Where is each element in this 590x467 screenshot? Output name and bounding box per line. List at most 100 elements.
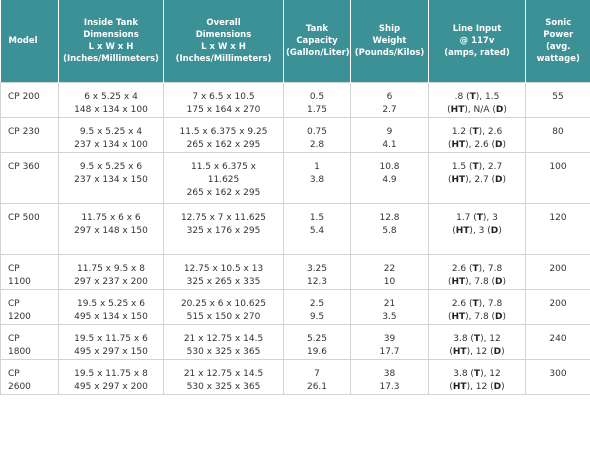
sonic-power-cell: 55 (525, 82, 590, 118)
header-line: Inside Tank (83, 18, 139, 28)
capacity-cell: 1.5 5.4 (283, 203, 351, 255)
cell-value: 3.5 (382, 312, 397, 322)
cell-value: 17.7 (379, 347, 400, 357)
cell-value: 6 x 5.25 x 4 (84, 92, 138, 102)
overall-dimensions-cell: 7 x 6.5 x 10.5 175 x 164 x 270 (163, 82, 284, 118)
header-line: (Pounds/Kilos) (354, 48, 425, 58)
sonic-power-cell: 100 (525, 152, 590, 204)
inside-dimensions-cell: 11.75 x 9.5 x 8 297 x 237 x 200 (58, 254, 164, 290)
cell-value: 11.5 x 6.375 x 9.25 (179, 127, 268, 137)
line-input-primary: .8 (T), 1.5 (454, 92, 500, 102)
capacity-cell: 1 3.8 (283, 152, 351, 204)
line-input-cell: 2.6 (T), 7.8 (HT), 7.8 (D) (428, 254, 526, 290)
cell-value: 495 x 297 x 200 (74, 382, 148, 392)
cell-value: 7 x 6.5 x 10.5 (192, 92, 255, 102)
code-ht: HT (452, 347, 467, 357)
cell-value: 9.5 x 5.25 x 4 (79, 127, 143, 137)
code-t: T (472, 264, 479, 274)
code-d: D (495, 312, 503, 322)
overall-dimensions-cell: 21 x 12.75 x 14.5 530 x 325 x 365 (163, 324, 284, 360)
code-d: D (493, 382, 502, 392)
cell-value: 2.5 (309, 299, 325, 309)
header-weight: Ship Weight (Pounds/Kilos) (350, 0, 429, 83)
cell-value: 38 (383, 369, 396, 379)
header-line: Power (543, 30, 574, 40)
capacity-cell: 0.5 1.75 (283, 82, 351, 118)
cell-value: 39 (383, 334, 396, 344)
header-line: Overall (206, 18, 241, 28)
header-row: Model Inside Tank Dimensions L x W x H (Inch… (0, 0, 590, 83)
weight-cell: 9 4.1 (350, 117, 429, 153)
header-line: @ 117v (459, 36, 495, 46)
overall-dimensions-cell: 12.75 x 7 x 11.625 325 x 176 x 295 (163, 203, 284, 255)
inside-dimensions-cell: 9.5 x 5.25 x 6 237 x 134 x 150 (58, 152, 164, 204)
model-cell: CP 500 (0, 203, 59, 255)
header-line: Model (8, 36, 38, 46)
sonic-power-cell: 120 (525, 203, 590, 255)
overall-dimensions-cell: 11.5 x 6.375 x 9.25 265 x 162 x 295 (163, 117, 284, 153)
table-row: CP 1800 19.5 x 11.75 x 6 495 x 297 x 150 21 … (0, 324, 590, 360)
code-t: T (473, 334, 481, 344)
header-inside-tank: Inside Tank Dimensions L x W x H (Inches/Mi… (58, 0, 164, 83)
header-line: L x W x H (201, 42, 246, 52)
line-input-primary: 2.6 (T), 7.8 (451, 299, 503, 309)
header-line: (amps, rated) (444, 48, 510, 58)
header-line: wattage) (536, 54, 580, 64)
inside-dimensions-cell: 19.5 x 5.25 x 6 495 x 134 x 150 (58, 289, 164, 325)
line-input-secondary: (HT), N/A (D) (447, 105, 507, 115)
model-name: CP (8, 334, 20, 344)
header-line: (Inches/Millimeters) (63, 54, 159, 64)
weight-cell: 12.8 5.8 (350, 203, 429, 255)
header-line: Line Input (452, 24, 502, 34)
header-line: Weight (372, 36, 407, 46)
model-name: CP (8, 299, 20, 309)
line-input-secondary: (HT), 7.8 (D) (447, 277, 507, 287)
cell-value: 237 x 134 x 100 (74, 140, 148, 150)
code-ht: HT (451, 140, 466, 150)
model-cell: CP 1100 (0, 254, 59, 290)
inside-dimensions-cell: 6 x 5.25 x 4 148 x 134 x 100 (58, 82, 164, 118)
line-input-primary: 1.5 (T), 2.7 (451, 162, 503, 172)
cell-value: 11.625 (207, 175, 240, 185)
cell-value: 12.8 (379, 213, 400, 223)
line-input-secondary: (HT), 2.6 (D) (447, 140, 507, 150)
weight-cell: 39 17.7 (350, 324, 429, 360)
line-input-secondary: (HT), 7.8 (D) (447, 312, 507, 322)
table-row: CP 360 9.5 x 5.25 x 6 237 x 134 x 150 11.5 … (0, 152, 590, 204)
code-t: T (472, 299, 479, 309)
line-input-cell: 3.8 (T), 12 (HT), 12 (D) (428, 324, 526, 360)
overall-dimensions-cell: 12.75 x 10.5 x 13 325 x 265 x 335 (163, 254, 284, 290)
overall-dimensions-cell: 11.5 x 6.375 x 11.625 265 x 162 x 295 (163, 152, 284, 204)
inside-dimensions-cell: 19.5 x 11.75 x 8 495 x 297 x 200 (58, 359, 164, 395)
inside-dimensions-cell: 11.75 x 6 x 6 297 x 148 x 150 (58, 203, 164, 255)
table-header: Model Inside Tank Dimensions L x W x H (Inch… (0, 0, 590, 83)
cell-value: 20.25 x 6 x 10.625 (180, 299, 267, 309)
table-row: CP 1100 11.75 x 9.5 x 8 297 x 237 x 200 12.7… (0, 254, 590, 290)
cell-value: 9.5 x 5.25 x 6 (79, 162, 143, 172)
header-line: Dimensions (195, 30, 252, 40)
weight-cell: 10.8 4.9 (350, 152, 429, 204)
cell-value: 19.6 (306, 347, 328, 357)
code-t: T (472, 162, 479, 172)
model-name: CP 200 (8, 92, 40, 102)
cell-value: 22 (383, 264, 396, 274)
model-cell: CP 360 (0, 152, 59, 204)
cell-value: 4.9 (382, 175, 397, 185)
cell-value: 21 x 12.75 x 14.5 (183, 334, 264, 344)
code-d: D (495, 277, 503, 287)
code-ht: HT (455, 226, 470, 236)
header-sonic-power: Sonic Power (avg. wattage) (525, 0, 590, 83)
header-line: (Inches/Millimeters) (175, 54, 272, 64)
code-t: T (469, 92, 476, 102)
model-cell: CP 200 (0, 82, 59, 118)
table-row: CP 230 9.5 x 5.25 x 4 237 x 134 x 100 11.5 … (0, 117, 590, 153)
cell-value: 19.5 x 5.25 x 6 (77, 299, 145, 309)
table-row: CP 500 11.75 x 6 x 6 297 x 148 x 150 12.75 … (0, 203, 590, 255)
header-overall: Overall Dimensions L x W x H (Inches/Millim… (163, 0, 284, 83)
sonic-power-cell: 80 (525, 117, 590, 153)
code-ht: HT (450, 105, 465, 115)
cell-value: 21 x 12.75 x 14.5 (183, 369, 264, 379)
cell-value: 5.25 (306, 334, 328, 344)
cell-value: 530 x 325 x 365 (186, 347, 261, 357)
line-input-secondary: (HT), 3 (D) (452, 226, 502, 236)
